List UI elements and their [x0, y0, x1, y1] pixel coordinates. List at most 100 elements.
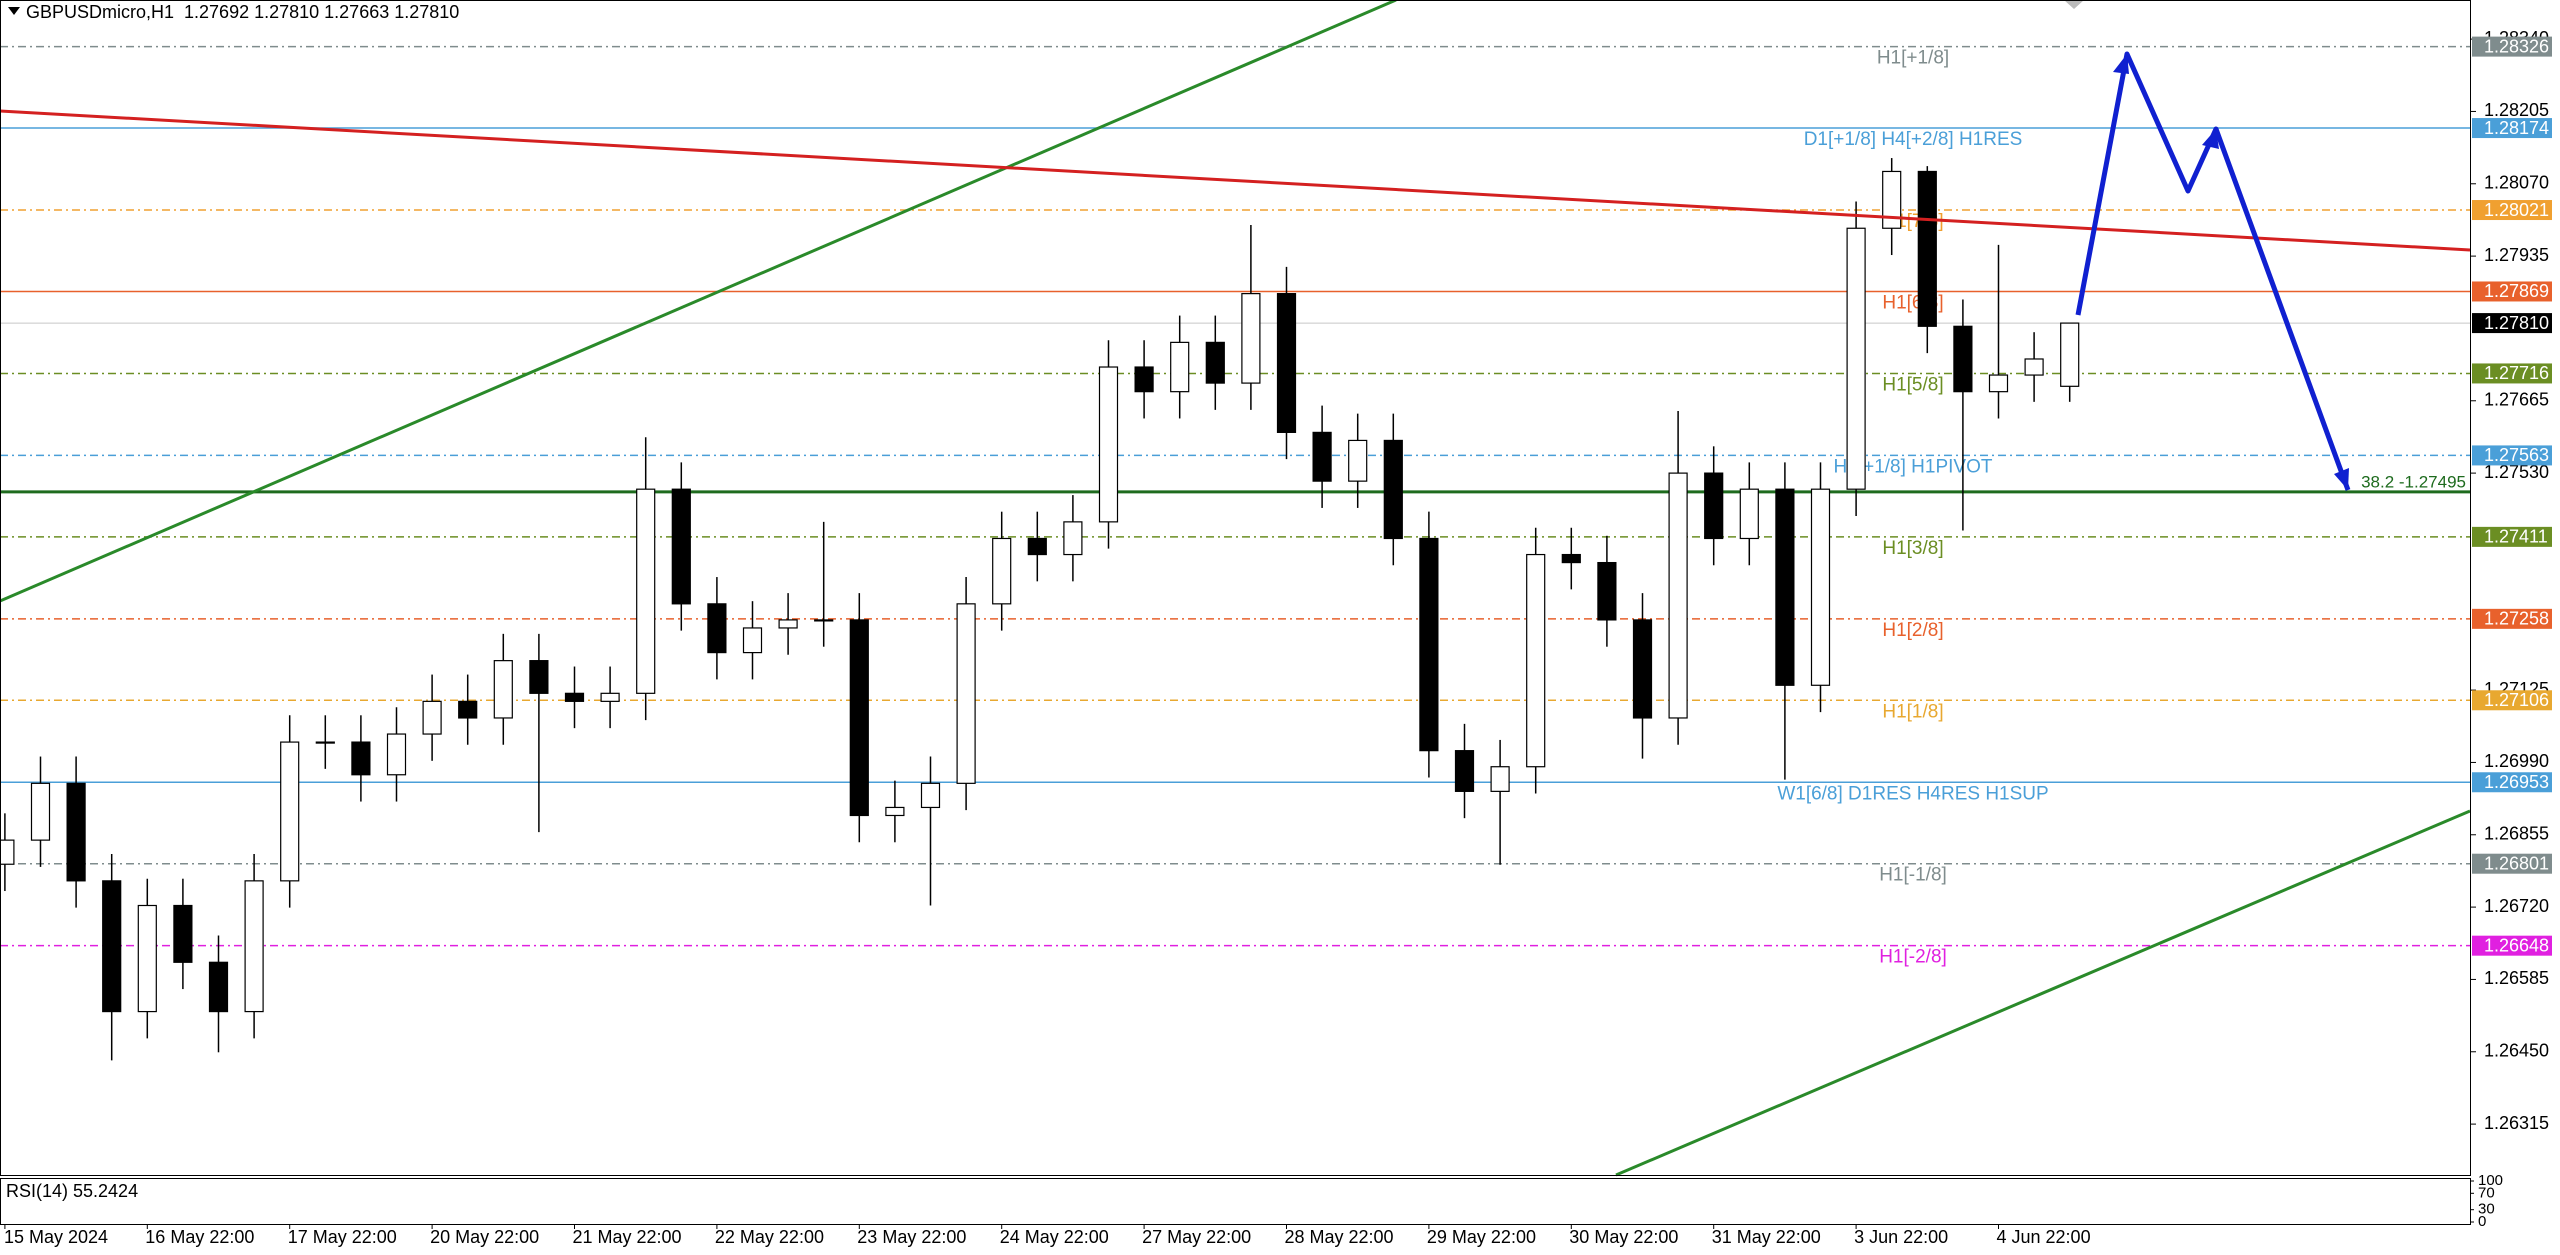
level-label: D1[+1/8] H4[+2/8] H1RES — [1804, 129, 2023, 150]
candle-body — [1098, 366, 1119, 523]
level-badge-label: 1.28326 — [2484, 36, 2549, 56]
level-badge-label: 1.26801 — [2484, 853, 2549, 873]
y-tick-label: 1.27935 — [2484, 245, 2549, 265]
candle-body — [2060, 322, 2080, 387]
level-badge-label: 1.27716 — [2484, 363, 2549, 383]
y-tick-label: 1.28070 — [2484, 173, 2549, 193]
rsi-tick-label: 0 — [2478, 1213, 2486, 1230]
level-badge — [2472, 935, 2552, 956]
candle-body — [2024, 358, 2044, 376]
level-badge-label: 1.27563 — [2484, 445, 2549, 465]
level-badge — [2472, 772, 2552, 793]
resistance-line — [0, 109, 2471, 252]
y-tick-label: 1.26315 — [2484, 1113, 2549, 1133]
forecast-path — [2075, 51, 2351, 491]
last-price-badge-label: 1.27810 — [2484, 313, 2549, 333]
trend-line-upper — [0, 0, 1397, 603]
level-badge-label: 1.26953 — [2484, 772, 2549, 792]
candle-body — [1810, 488, 1831, 686]
candle-body — [1775, 488, 1795, 686]
rsi-tick-label: 30 — [2478, 1201, 2495, 1218]
y-tick-label: 1.27530 — [2484, 462, 2549, 482]
trend-line-lower — [1615, 809, 2471, 1177]
last-price-badge — [2472, 313, 2552, 334]
level-badge — [2472, 526, 2552, 547]
candle-body — [458, 700, 478, 719]
x-tick-label: 17 May 22:00 — [288, 1227, 397, 1247]
candle-body — [1988, 374, 2009, 393]
x-tick-label: 30 May 22:00 — [1569, 1227, 1678, 1247]
candle-body — [707, 603, 727, 654]
candle-body — [956, 603, 976, 784]
level-badge — [2472, 36, 2552, 57]
candle-body — [1739, 488, 1759, 540]
candle-body — [1383, 439, 1403, 540]
candle-body — [493, 660, 513, 719]
candle-body — [529, 660, 549, 694]
candle-body — [173, 904, 193, 963]
candle-body — [814, 619, 834, 622]
candle-body — [671, 488, 691, 605]
rsi-tick-label: 100 — [2478, 1172, 2503, 1189]
level-badge-label: 1.27869 — [2484, 281, 2549, 301]
arrow-head — [2113, 54, 2129, 74]
main-pane-border — [0, 0, 2471, 1176]
candle-body — [102, 880, 122, 1013]
rsi-tick-label: 70 — [2478, 1184, 2495, 1201]
level-badge-label: 1.28174 — [2484, 118, 2549, 138]
candle-body — [1027, 537, 1047, 556]
candle-body — [1846, 227, 1866, 490]
candle-body — [137, 904, 157, 1013]
level-badge-label: 1.27411 — [2484, 527, 2548, 547]
y-tick-label: 1.26450 — [2484, 1041, 2549, 1061]
candle-body — [208, 961, 229, 1013]
candle-body — [778, 619, 798, 629]
candle-body — [386, 733, 407, 776]
y-tick-label: 1.27665 — [2484, 390, 2549, 410]
level-badge — [2472, 608, 2552, 629]
candle-body — [244, 880, 264, 1013]
candle-body — [0, 839, 15, 865]
candle-body — [1312, 431, 1332, 482]
candle-body — [1454, 750, 1475, 792]
x-tick-label: 31 May 22:00 — [1712, 1227, 1821, 1247]
y-tick-label: 1.28205 — [2484, 100, 2549, 120]
candle-body — [1632, 619, 1653, 719]
level-label: W1[6/8] D1RES H4RES H1SUP — [1777, 783, 2048, 804]
candle-body — [920, 782, 941, 809]
candle-body — [564, 692, 585, 702]
x-tick-label: 16 May 22:00 — [145, 1227, 254, 1247]
x-tick-label: 20 May 22:00 — [430, 1227, 539, 1247]
candle-body — [1276, 293, 1297, 433]
y-tick-label: 1.26855 — [2484, 824, 2549, 844]
candle-body — [1241, 293, 1261, 384]
x-tick-label: 29 May 22:00 — [1427, 1227, 1536, 1247]
chart-title: GBPUSDmicro,H1 1.27692 1.27810 1.27663 1… — [26, 2, 459, 22]
candle-body — [66, 782, 86, 882]
y-tick-label: 1.26990 — [2484, 751, 2549, 771]
level-badge-label: 1.27258 — [2484, 609, 2549, 629]
candle-body — [1561, 553, 1581, 564]
candle-body — [351, 741, 371, 776]
level-label: H1[+1/8] — [1877, 48, 1949, 69]
level-label: H1[2/8] — [1882, 620, 1943, 641]
x-tick-label: 27 May 22:00 — [1142, 1227, 1251, 1247]
candle-body — [1063, 521, 1083, 556]
level-badge-label: 1.28021 — [2484, 200, 2549, 220]
x-tick-label: 4 Jun 22:00 — [1997, 1227, 2091, 1247]
level-label: H1[1/8] — [1882, 701, 1943, 722]
level-badge-label: 1.26648 — [2484, 935, 2549, 955]
x-tick-label: 3 Jun 22:00 — [1854, 1227, 1948, 1247]
level-badge — [2472, 200, 2552, 221]
candle-body — [1953, 325, 1973, 393]
fib-label: 38.2 -1.27495 — [2361, 472, 2466, 491]
candle-body — [742, 627, 763, 654]
level-badge — [2472, 853, 2552, 874]
arrow-head — [2202, 129, 2219, 149]
candle-body — [1348, 439, 1368, 482]
candle-body — [315, 741, 335, 744]
candle-body — [1704, 472, 1724, 540]
candle-body — [849, 619, 869, 817]
